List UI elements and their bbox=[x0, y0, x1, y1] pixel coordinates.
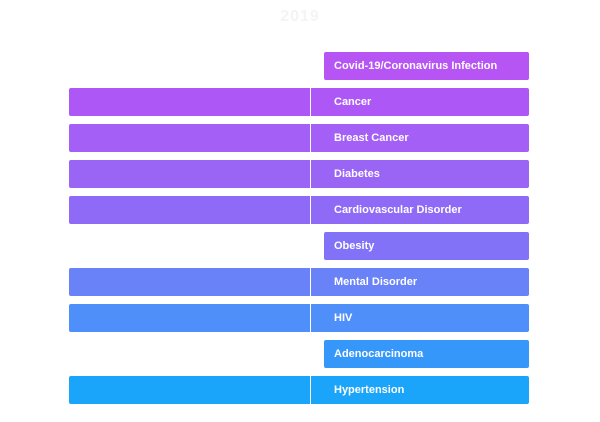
bar bbox=[69, 88, 310, 116]
bar-row: Cardiovascular Disorder bbox=[0, 196, 600, 224]
bar-label-box: Mental Disorder bbox=[311, 268, 529, 296]
bar bbox=[69, 304, 310, 332]
bar-label-box: Breast Cancer bbox=[311, 124, 529, 152]
bar-label-box: Obesity bbox=[324, 232, 529, 260]
bar-label-box: Cardiovascular Disorder bbox=[311, 196, 529, 224]
bar-label-box: Diabetes bbox=[311, 160, 529, 188]
category-label: Breast Cancer bbox=[334, 132, 409, 144]
bar-row: Cancer bbox=[0, 88, 600, 116]
bar bbox=[69, 268, 310, 296]
bar-row: Obesity bbox=[0, 232, 600, 260]
bar-label-box: Covid-19/Coronavirus Infection bbox=[324, 52, 529, 80]
category-label: HIV bbox=[334, 312, 353, 324]
bar-row: Mental Disorder bbox=[0, 268, 600, 296]
category-label: Covid-19/Coronavirus Infection bbox=[334, 60, 498, 72]
bar-row: Diabetes bbox=[0, 160, 600, 188]
bar bbox=[69, 196, 310, 224]
category-label: Obesity bbox=[334, 240, 375, 252]
category-label: Hypertension bbox=[334, 384, 405, 396]
category-label: Cancer bbox=[334, 96, 372, 108]
category-label: Adenocarcinoma bbox=[334, 348, 424, 360]
bar bbox=[69, 124, 310, 152]
bar-label-box: Cancer bbox=[311, 88, 529, 116]
category-label: Diabetes bbox=[334, 168, 380, 180]
bar bbox=[69, 376, 310, 404]
bar bbox=[69, 160, 310, 188]
chart-title: 2019 bbox=[280, 8, 320, 25]
category-label: Cardiovascular Disorder bbox=[334, 204, 462, 216]
category-label: Mental Disorder bbox=[334, 276, 418, 288]
bar-row: Hypertension bbox=[0, 376, 600, 404]
bar-label-box: Adenocarcinoma bbox=[324, 340, 529, 368]
bar-row: Covid-19/Coronavirus Infection bbox=[0, 52, 600, 80]
bar-label-box: Hypertension bbox=[311, 376, 529, 404]
bar-row: HIV bbox=[0, 304, 600, 332]
bar-label-box: HIV bbox=[311, 304, 529, 332]
bar-row: Adenocarcinoma bbox=[0, 340, 600, 368]
bar-row: Breast Cancer bbox=[0, 124, 600, 152]
